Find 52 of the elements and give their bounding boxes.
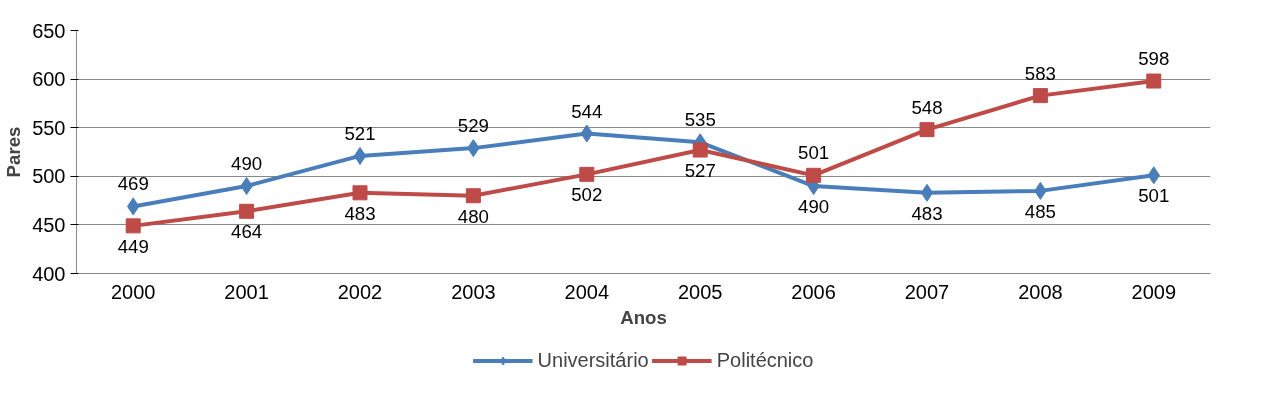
legend-label: Universitário [537,348,649,372]
data-label: 583 [1024,62,1056,84]
data-label: 544 [571,100,603,122]
data-label: 501 [798,142,830,164]
y-tick-label: 550 [32,116,66,139]
point [352,185,368,201]
point [353,146,367,165]
point [125,218,141,234]
data-label: 521 [344,122,376,144]
data-label: 464 [231,221,263,243]
data-label: 598 [1138,48,1170,70]
data-label: 469 [117,173,149,195]
data-label: 485 [1024,200,1056,222]
x-tick-label: 2001 [224,280,269,303]
y-tick-label: 400 [32,262,66,285]
y-axis-title: Pares [3,126,25,178]
data-label: 548 [911,96,943,118]
x-tick-label: 2009 [1131,280,1177,303]
point [239,203,255,219]
point [1032,88,1048,104]
x-tick-label: 2005 [677,280,723,303]
x-tick-label: 2007 [904,280,950,303]
point [579,166,595,182]
x-tick-label: 2006 [791,280,836,303]
data-label: 535 [684,109,716,131]
data-label: 483 [344,202,376,224]
point [920,183,934,202]
y-tick-label: 500 [32,165,66,188]
point [1146,73,1162,89]
data-label: 483 [911,202,943,224]
data-label: 490 [798,196,830,218]
data-label: 480 [457,205,489,227]
x-tick-label: 2002 [337,280,383,303]
data-label: 449 [117,235,149,257]
data-label: 529 [457,115,489,137]
x-tick-label: 2004 [564,280,610,303]
data-label: 527 [684,160,716,182]
y-tick-label: 650 [32,19,66,42]
y-tick-label: 600 [32,68,66,91]
x-axis-title: Anos [620,306,667,328]
data-label: 490 [231,153,263,175]
x-tick-label: 2008 [1018,280,1063,303]
y-tick-label: 450 [32,213,66,236]
point [806,167,822,183]
x-tick-label: 2003 [451,280,496,303]
point [465,188,481,204]
data-label: 502 [571,184,603,206]
legend-label: Politécnico [716,348,814,372]
point [692,142,708,158]
point [919,122,935,138]
data-label: 501 [1138,185,1170,207]
x-tick-label: 2000 [110,280,156,303]
